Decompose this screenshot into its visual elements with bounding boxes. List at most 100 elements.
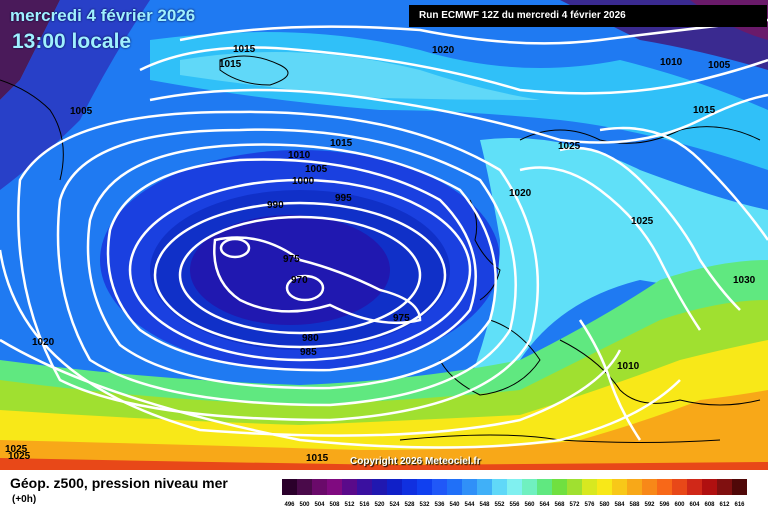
isobar-label: 995 — [335, 193, 352, 204]
colorbar-tick-label: 576 — [584, 502, 595, 508]
isobar-label: 1015 — [306, 453, 329, 464]
colorbar-tick-label: 568 — [554, 502, 565, 508]
field-south-yellow — [0, 340, 768, 470]
isobar-label: 1020 — [32, 337, 55, 348]
colorbar-swatch — [687, 479, 702, 495]
colorbar-swatch — [477, 479, 492, 495]
isobar-975 — [213, 236, 422, 325]
colorbar-swatch — [462, 479, 477, 495]
colorbar-swatch — [357, 479, 372, 495]
field-nw-trough — [0, 0, 150, 190]
colorbar-swatch — [492, 479, 507, 495]
colorbar-tick-label: 552 — [494, 502, 505, 508]
colorbar-swatch — [507, 479, 522, 495]
isobar-label: 1005 — [305, 164, 328, 175]
colorbar-swatch — [627, 479, 642, 495]
colorbar-tick-label: 496 — [284, 502, 295, 508]
colorbar-tick-label: 504 — [314, 502, 325, 508]
isobar-label: 975 — [393, 313, 410, 324]
colorbar-tick-label: 608 — [704, 502, 715, 508]
isobar-label: 1000 — [292, 176, 315, 187]
colorbar-swatch — [342, 479, 357, 495]
isobar-1010-med — [578, 319, 642, 441]
isobar-label: 1010 — [617, 361, 640, 372]
colorbar-tick-label: 524 — [389, 502, 400, 508]
colorbar-swatch — [522, 479, 537, 495]
model-run-info: Run ECMWF 12Z du mercredi 4 février 2026 — [409, 5, 767, 27]
isobar-label: 1005 — [708, 60, 731, 71]
isobars — [0, 18, 768, 449]
colorbar-tick-label: 532 — [419, 502, 430, 508]
isobar-1005 — [56, 128, 517, 407]
colorbar-tick-label: 596 — [659, 502, 670, 508]
colorbar-tick-label: 604 — [689, 502, 700, 508]
isobar-label: 980 — [302, 333, 319, 344]
isobar-1000 — [86, 143, 497, 390]
field-south-red — [0, 458, 768, 470]
isobar-label: 970 — [291, 275, 308, 286]
colorbar-swatch — [597, 479, 612, 495]
weather-map: 1015 1015 1020 1010 1005 1005 1015 1010 … — [0, 0, 768, 470]
isobar-label: 1025 — [558, 141, 581, 152]
colorbar-tick-label: 612 — [719, 502, 730, 508]
isobar-1020-east — [519, 166, 702, 331]
colorbar-swatch — [537, 479, 552, 495]
colorbar-swatch — [672, 479, 687, 495]
colorbar-tick-label: 548 — [479, 502, 490, 508]
lead-time-label: (+0h) — [12, 494, 37, 505]
isobar-label: 1025 — [5, 444, 28, 455]
isobar-label: 985 — [300, 347, 317, 358]
isobar-1010 — [17, 110, 540, 422]
isobar-label: 1020 — [432, 45, 455, 56]
colorbar-tick-label: 584 — [614, 502, 625, 508]
field-nw-core — [0, 0, 60, 100]
isobar-label: 990 — [267, 200, 284, 211]
colorbar-swatch — [552, 479, 567, 495]
colorbar-tick-label: 536 — [434, 502, 445, 508]
field-low-core — [190, 215, 390, 325]
isobar-labels: 1015 1015 1020 1010 1005 1005 1015 1010 … — [5, 44, 756, 464]
isobar-1025-east — [559, 146, 741, 311]
isobar-980 — [178, 215, 422, 335]
forecast-time-title: 13:00 locale — [12, 30, 132, 53]
isobar-965-west — [219, 237, 251, 259]
iberia-coast — [439, 319, 541, 396]
colorbar-tick-label: 616 — [734, 502, 745, 508]
colorbar-tick-label: 512 — [344, 502, 355, 508]
field-south-orange — [0, 390, 768, 470]
colorbar-tick-label: 556 — [509, 502, 520, 508]
colorbar-tick-label: 520 — [374, 502, 385, 508]
colorbar-tick-label: 500 — [299, 502, 310, 508]
geopotential-field: 1015 1015 1020 1010 1005 1005 1015 1010 … — [0, 0, 768, 470]
isobar-990 — [128, 178, 472, 362]
colorbar-swatch — [447, 479, 462, 495]
colorbar-tick-label: 516 — [359, 502, 370, 508]
colorbar-swatch — [732, 479, 747, 495]
colorbar-tick-label: 588 — [629, 502, 640, 508]
isobar-1015-north — [149, 88, 768, 144]
mediterranean-coast — [559, 339, 761, 406]
colorbar-swatch — [642, 479, 657, 495]
isobar-label: 1030 — [733, 275, 756, 286]
isobar-label: 1015 — [233, 44, 256, 55]
copyright-notice: Copyright 2026 Meteociel.fr — [350, 456, 481, 467]
isobar-label: 1015 — [330, 138, 353, 149]
colorbar-tick-label: 592 — [644, 502, 655, 508]
isobar-1010-north — [139, 46, 768, 95]
colorbar-tick-label: 560 — [524, 502, 535, 508]
isobar-label: 1025 — [631, 216, 654, 227]
isobar-label: 1005 — [70, 106, 93, 117]
colorbar-swatch — [717, 479, 732, 495]
colorbar-swatch — [702, 479, 717, 495]
isobar-label: 1010 — [288, 150, 311, 161]
colorbar-swatch — [312, 479, 327, 495]
isobar-label: 1020 — [509, 188, 532, 199]
isobar-1020-south — [0, 338, 681, 449]
colorbar-tick-label: 508 — [329, 502, 340, 508]
colorbar-swatch — [417, 479, 432, 495]
scandinavia-coast — [519, 126, 761, 144]
isobar-970 — [285, 274, 325, 302]
isobar-label: 1010 — [660, 57, 683, 68]
forecast-date-title: mercredi 4 février 2026 — [10, 6, 196, 25]
field-europe-ridge — [470, 138, 768, 380]
